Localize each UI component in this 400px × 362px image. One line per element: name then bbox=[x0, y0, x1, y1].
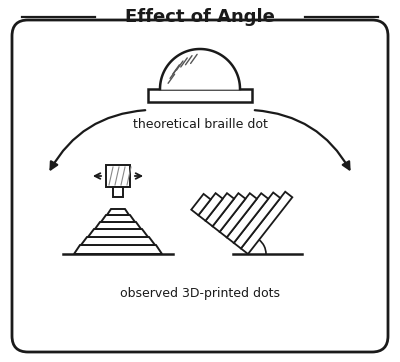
Polygon shape bbox=[206, 193, 234, 226]
Polygon shape bbox=[241, 192, 292, 254]
Polygon shape bbox=[234, 193, 280, 248]
Text: observed 3D-printed dots: observed 3D-printed dots bbox=[120, 287, 280, 300]
FancyArrowPatch shape bbox=[255, 110, 350, 169]
Polygon shape bbox=[81, 237, 155, 245]
Polygon shape bbox=[212, 193, 246, 232]
Polygon shape bbox=[95, 222, 141, 229]
Polygon shape bbox=[107, 209, 129, 215]
Polygon shape bbox=[88, 229, 148, 237]
FancyBboxPatch shape bbox=[12, 20, 388, 352]
Polygon shape bbox=[101, 215, 135, 222]
Polygon shape bbox=[160, 49, 240, 89]
Polygon shape bbox=[191, 194, 211, 215]
Bar bbox=[113, 187, 123, 197]
Polygon shape bbox=[74, 245, 162, 254]
Polygon shape bbox=[220, 193, 257, 237]
Bar bbox=[106, 165, 130, 187]
Polygon shape bbox=[227, 193, 268, 243]
Polygon shape bbox=[198, 193, 223, 221]
FancyArrowPatch shape bbox=[50, 110, 145, 169]
Text: theoretical braille dot: theoretical braille dot bbox=[132, 118, 268, 131]
Text: Effect of Angle: Effect of Angle bbox=[125, 8, 275, 26]
Bar bbox=[148, 89, 252, 102]
